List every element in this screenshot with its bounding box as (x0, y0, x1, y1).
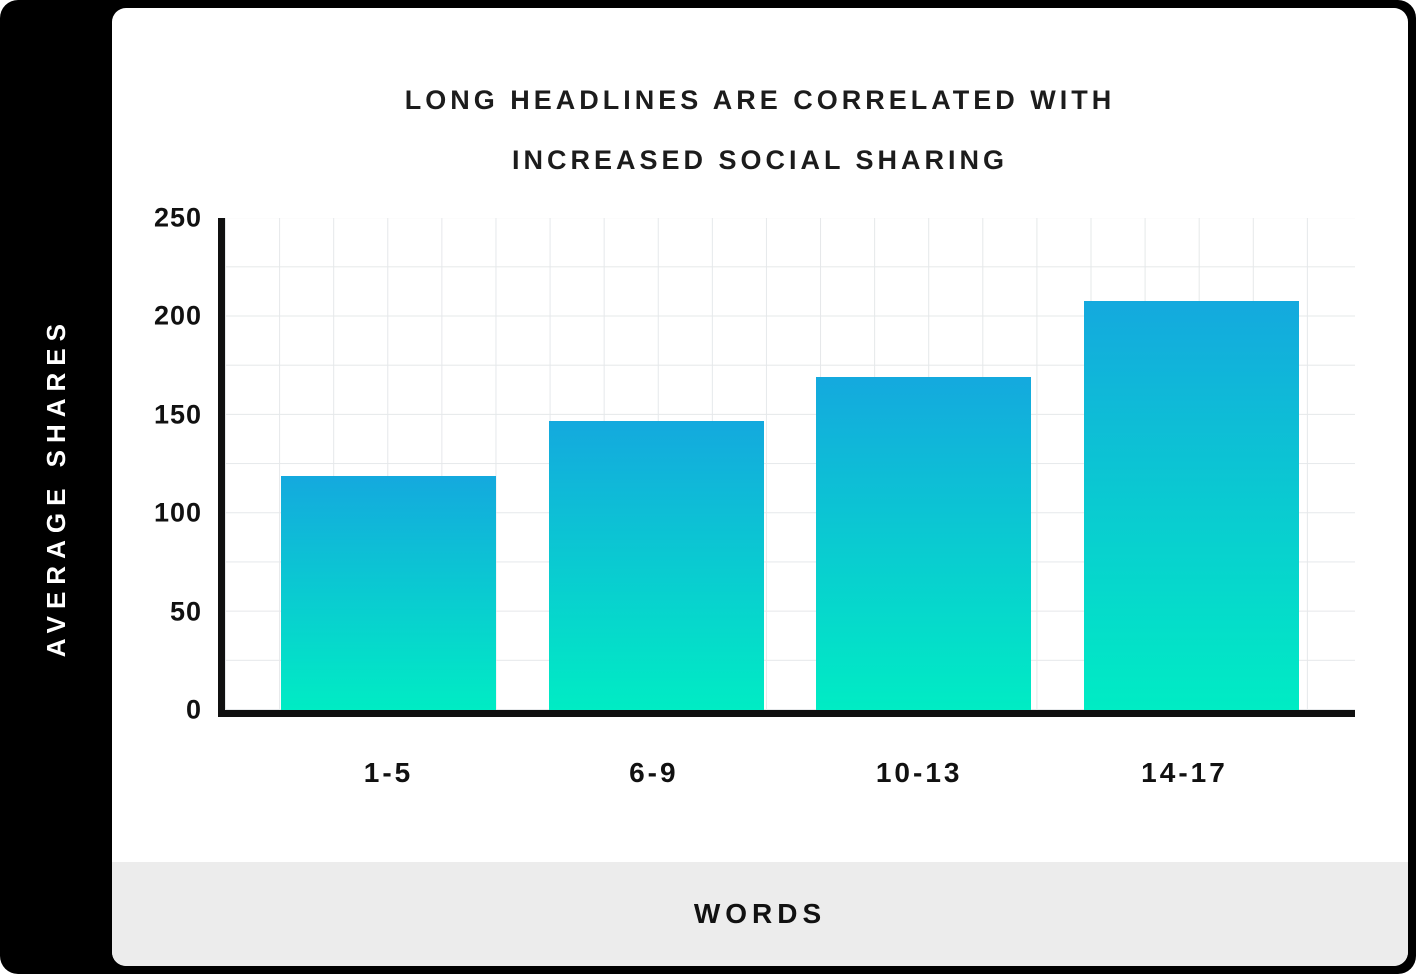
bar-14-17 (1083, 300, 1299, 710)
chart-title: LONG HEADLINES ARE CORRELATED WITH INCRE… (112, 8, 1408, 190)
bar-1-5 (281, 475, 496, 710)
x-tick-label: 1-5 (363, 757, 414, 788)
chart-title-line-2: INCREASED SOCIAL SHARING (511, 145, 1009, 175)
bar-10-13 (816, 377, 1032, 710)
x-tick-label: 10-13 (875, 757, 963, 788)
bar-6-9 (548, 420, 764, 710)
y-tick-label: 150 (153, 399, 202, 430)
y-axis-sidebar: AVERAGE SHARES (0, 0, 112, 974)
y-axis-title: AVERAGE SHARES (40, 316, 71, 658)
x-tick-label: 14-17 (1141, 757, 1228, 788)
y-tick-label: 0 (185, 694, 202, 725)
y-tick-label: 200 (153, 300, 202, 331)
chart-title-line-1: LONG HEADLINES ARE CORRELATED WITH (404, 85, 1116, 115)
plot-grid (218, 218, 1355, 717)
x-tick-label: 6-9 (629, 757, 679, 788)
y-axis-tick-labels: 0 50 100 150 200 250 (112, 203, 218, 725)
y-tick-label: 100 (153, 497, 202, 528)
bar-series (225, 218, 1355, 710)
x-axis-tick-labels: 1-5 6-9 10-13 14-17 (225, 717, 1348, 789)
x-axis-footer: WORDS (112, 862, 1408, 966)
chart-card: LONG HEADLINES ARE CORRELATED WITH INCRE… (112, 8, 1408, 966)
x-axis-title: WORDS (693, 898, 827, 929)
chart-plot-area: 0 50 100 150 200 250 (112, 203, 1408, 725)
y-tick-label: 250 (153, 202, 202, 233)
y-tick-label: 50 (169, 596, 202, 627)
